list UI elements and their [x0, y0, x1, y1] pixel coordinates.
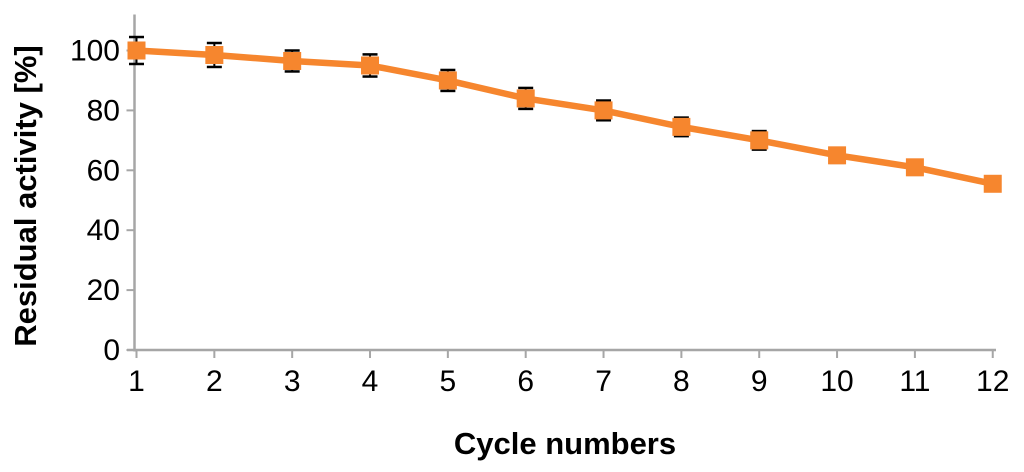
y-tick-label: 80: [87, 94, 120, 127]
y-tick-label: 60: [87, 154, 120, 187]
x-tick-label: 11: [899, 365, 930, 398]
axes: [127, 14, 996, 352]
x-tick-label: 7: [595, 365, 612, 398]
x-tick-label: 4: [362, 365, 379, 398]
x-tick-label: 1: [128, 365, 145, 398]
x-axis-title: Cycle numbers: [453, 426, 677, 461]
x-tick-label: 5: [440, 365, 457, 398]
y-tick-label: 0: [103, 334, 120, 367]
series-marker: [672, 117, 691, 136]
series-marker: [594, 101, 613, 120]
x-tick-label: 9: [751, 365, 768, 398]
series-marker: [283, 51, 302, 70]
series-marker: [828, 146, 847, 165]
series-marker: [905, 158, 924, 177]
series-marker: [438, 71, 457, 90]
y-tick-label: 40: [87, 214, 120, 247]
y-axis-title: Residual activity [%]: [8, 45, 43, 347]
x-tick-label: 6: [517, 365, 534, 398]
x-tick-label: 2: [206, 365, 223, 398]
series-markers: [127, 41, 1002, 193]
x-tick-label: 12: [976, 365, 1009, 398]
series-marker: [361, 56, 380, 75]
x-axis-ticks: 1 2 3 4 5 6 7 8 9 10 11 12: [128, 350, 1009, 398]
x-tick-label: 8: [673, 365, 690, 398]
series-marker: [750, 131, 769, 150]
series-marker: [516, 89, 535, 108]
series-marker: [205, 45, 224, 64]
y-tick-label: 20: [87, 274, 120, 307]
series-marker: [983, 174, 1002, 193]
y-tick-label: 100: [70, 35, 120, 68]
x-tick-label: 10: [820, 365, 853, 398]
series-line: [133, 47, 996, 188]
x-tick-label: 3: [284, 365, 301, 398]
y-axis-ticks: 0 20 40 60 80 100: [70, 35, 135, 367]
series-marker: [127, 41, 146, 60]
